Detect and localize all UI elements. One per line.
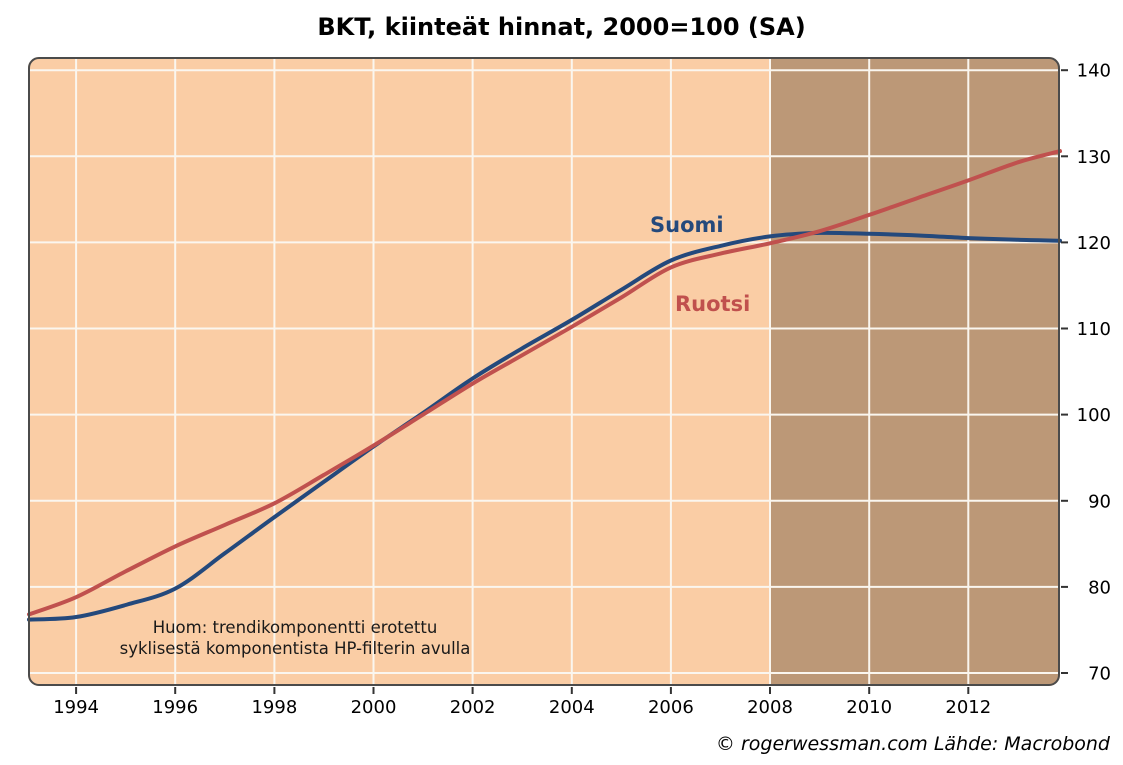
- svg-text:2000: 2000: [351, 697, 397, 718]
- svg-text:1996: 1996: [152, 697, 198, 718]
- source-credit: © rogerwessman.com Lähde: Macrobond: [715, 733, 1110, 755]
- svg-text:100: 100: [1077, 405, 1111, 426]
- chart-annotation: Huom: trendikomponentti erotettu syklise…: [58, 617, 532, 659]
- annotation-line-1: Huom: trendikomponentti erotettu: [152, 618, 438, 637]
- svg-text:110: 110: [1077, 319, 1111, 340]
- svg-text:140: 140: [1077, 61, 1111, 82]
- series-label-ruotsi: Ruotsi: [675, 292, 751, 316]
- svg-text:1998: 1998: [251, 697, 297, 718]
- annotation-line-2: syklisestä komponentista HP-filterin avu…: [119, 639, 471, 658]
- svg-text:2002: 2002: [450, 697, 496, 718]
- svg-text:80: 80: [1088, 577, 1111, 598]
- svg-text:2004: 2004: [549, 697, 595, 718]
- svg-text:2012: 2012: [945, 697, 991, 718]
- svg-text:2008: 2008: [747, 697, 793, 718]
- svg-text:1994: 1994: [53, 697, 99, 718]
- svg-text:120: 120: [1077, 233, 1111, 254]
- svg-text:2010: 2010: [846, 697, 892, 718]
- chart-title: BKT, kiinteät hinnat, 2000=100 (SA): [317, 13, 806, 41]
- svg-text:2006: 2006: [648, 697, 694, 718]
- svg-text:70: 70: [1088, 664, 1111, 685]
- svg-text:90: 90: [1088, 491, 1111, 512]
- svg-text:130: 130: [1077, 147, 1111, 168]
- series-label-suomi: Suomi: [650, 213, 724, 237]
